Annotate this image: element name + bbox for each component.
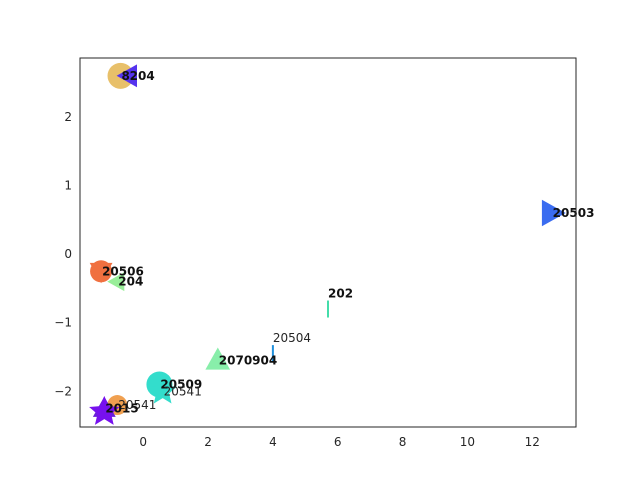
x-tick-label: 8 [399, 435, 407, 449]
y-tick-label: 1 [64, 179, 72, 193]
data-point-triangle-left [107, 272, 125, 292]
point-label: 20504 [273, 331, 311, 345]
x-tick-label: 4 [269, 435, 277, 449]
point-labels: 8 204205032050620420220504207090420509205… [102, 69, 594, 416]
point-label: 20503 [553, 206, 595, 220]
point-label: 20541 [118, 398, 156, 412]
x-tick-label: 0 [139, 435, 147, 449]
x-tick-label: 12 [525, 435, 540, 449]
data-point-triangle-down [89, 262, 113, 284]
y-tick-label: 0 [64, 247, 72, 261]
point-label: 20506 [102, 264, 144, 278]
y-tick-label: −1 [54, 316, 72, 330]
data-point-star [89, 395, 120, 425]
data-marks [89, 62, 566, 425]
point-label: 204 [130, 69, 155, 83]
data-point-star [148, 376, 177, 404]
x-tick-label: 2 [204, 435, 212, 449]
point-label: 202 [328, 287, 353, 301]
point-label: 20509 [160, 377, 202, 391]
plot-frame [79, 57, 577, 428]
x-tick-label: 10 [460, 435, 475, 449]
point-label: 20541 [164, 384, 202, 398]
data-point-triangle-up [205, 347, 231, 370]
y-tick-label: 2 [64, 110, 72, 124]
point-label: 204 [118, 275, 143, 289]
point-label: 8 [122, 69, 130, 83]
x-tick-label: 6 [334, 435, 342, 449]
point-label: 2015 [105, 401, 138, 415]
point-label: 2070904 [219, 353, 277, 367]
data-point-triangle-left [116, 64, 137, 88]
data-point-triangle-right [541, 199, 566, 227]
y-tick-label: −2 [54, 384, 72, 398]
